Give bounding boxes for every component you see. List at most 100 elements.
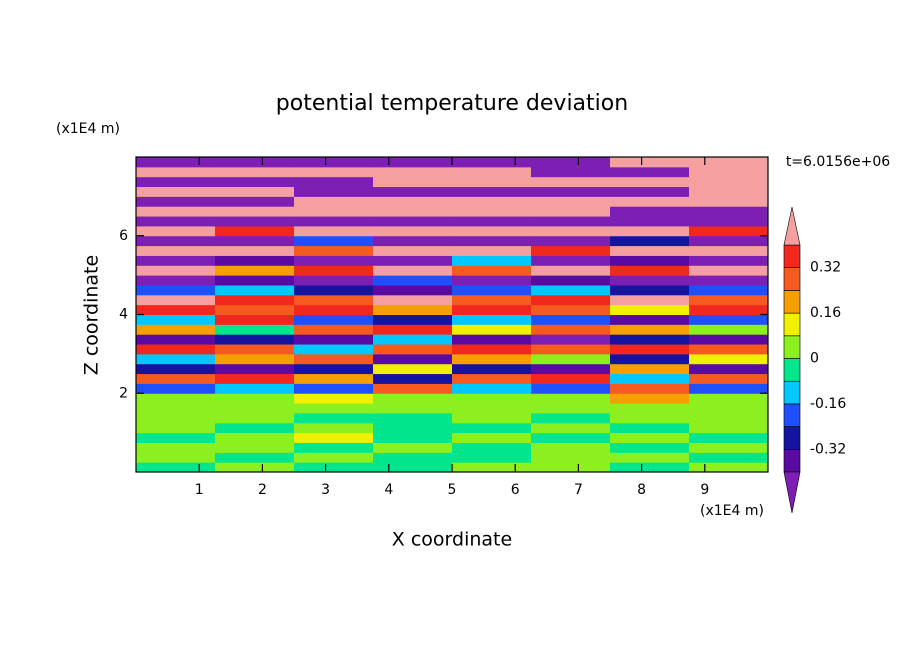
field-cell	[689, 334, 769, 345]
field-cell	[294, 186, 374, 197]
field-cell	[452, 314, 532, 325]
field-cell	[610, 225, 690, 237]
field-cell	[215, 225, 295, 237]
field-cell	[136, 344, 216, 355]
field-cell	[373, 324, 453, 335]
field-cell	[215, 403, 295, 414]
field-cell	[531, 304, 611, 315]
field-cell	[531, 363, 611, 375]
field-cell	[610, 314, 690, 325]
field-cell	[531, 186, 611, 197]
field-cell	[136, 393, 216, 404]
field-cell	[373, 422, 453, 434]
field-cell	[373, 462, 453, 473]
field-cell	[373, 353, 453, 365]
field-cell	[452, 294, 532, 306]
field-cell	[610, 432, 690, 443]
field-cell	[136, 442, 216, 453]
field-cell	[531, 275, 611, 286]
field-cell	[610, 245, 690, 256]
field-cell	[294, 166, 374, 178]
field-cell	[136, 294, 216, 306]
field-cell	[689, 452, 769, 463]
field-cell	[531, 265, 611, 276]
field-cell	[294, 216, 374, 227]
field-cell	[373, 284, 453, 296]
field-cell	[452, 373, 532, 384]
field-cell	[531, 432, 611, 443]
colorbar-box	[783, 335, 801, 359]
field-cell	[294, 206, 374, 217]
field-cell	[215, 344, 295, 355]
field-cell	[215, 324, 295, 335]
field-cell	[689, 216, 769, 227]
field-cell	[610, 353, 690, 365]
field-cell	[373, 412, 453, 424]
colorbar-label: -0.32	[810, 441, 846, 457]
field-cell	[294, 334, 374, 345]
field-cell	[452, 284, 532, 296]
field-cell	[452, 186, 532, 197]
field-cell	[531, 166, 611, 178]
field-cell	[294, 324, 374, 335]
field-cell	[610, 157, 690, 168]
field-cell	[531, 353, 611, 365]
field-cell	[215, 393, 295, 404]
field-cell	[689, 235, 769, 247]
field-cell	[452, 275, 532, 286]
field-cell	[136, 324, 216, 335]
field-cell	[689, 314, 769, 325]
colorbar-label: 0.16	[810, 305, 841, 321]
field-cell	[215, 176, 295, 188]
field-cell	[610, 284, 690, 296]
field-cell	[136, 452, 216, 463]
field-cell	[689, 294, 769, 306]
chart-title: potential temperature deviation	[276, 91, 628, 116]
field-cell	[373, 186, 453, 197]
field-cell	[610, 403, 690, 414]
x-tick-label: 9	[700, 482, 709, 498]
field-cell	[610, 304, 690, 315]
field-cell	[215, 196, 295, 207]
field-cell	[136, 265, 216, 276]
field-cell	[452, 324, 532, 335]
field-cell	[373, 176, 453, 188]
field-cell	[531, 393, 611, 404]
field-cell	[373, 344, 453, 355]
y-unit: (x1E4 m)	[56, 121, 120, 137]
field-cell	[689, 284, 769, 296]
field-cell	[294, 422, 374, 434]
field-cell	[294, 393, 374, 404]
field-cell	[136, 373, 216, 384]
field-cell	[610, 373, 690, 384]
field-cell	[610, 344, 690, 355]
field-cell	[136, 225, 216, 237]
field-cell	[452, 206, 532, 217]
y-tick-label: 4	[119, 307, 128, 323]
field-cell	[373, 235, 453, 247]
field-cell	[610, 255, 690, 266]
field-cell	[215, 442, 295, 453]
field-cell	[294, 196, 374, 207]
field-cell	[294, 176, 374, 188]
field-cell	[215, 294, 295, 306]
colorbar-box	[783, 403, 801, 427]
colorbar-label: 0	[810, 351, 819, 367]
field-cell	[294, 275, 374, 286]
field-cell	[136, 383, 216, 394]
field-cell	[215, 284, 295, 296]
field-cell	[689, 166, 769, 178]
field-cell	[689, 275, 769, 286]
field-cell	[294, 452, 374, 463]
field-cell	[215, 265, 295, 276]
field-cell	[689, 176, 769, 188]
field-cell	[136, 176, 216, 188]
field-cell	[452, 353, 532, 365]
field-cell	[215, 304, 295, 315]
field-cell	[215, 275, 295, 286]
field-cell	[136, 422, 216, 434]
field-cell	[136, 245, 216, 256]
field-cell	[531, 334, 611, 345]
field-cell	[373, 363, 453, 375]
